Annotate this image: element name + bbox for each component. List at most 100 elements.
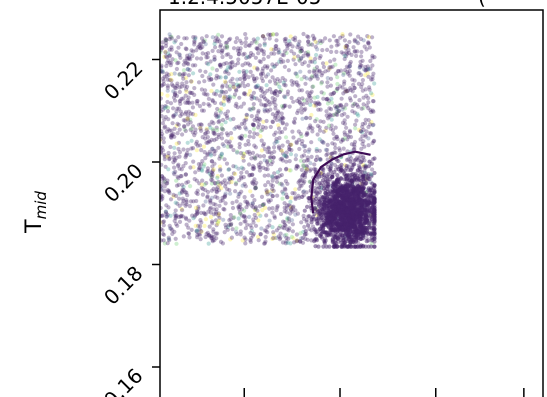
scatter-point: [283, 179, 288, 184]
scatter-point: [262, 41, 267, 46]
scatter-point: [224, 40, 230, 45]
scatter-point: [209, 88, 214, 93]
scatter-point: [160, 219, 166, 225]
scatter-point: [305, 237, 310, 242]
scatter-point: [259, 72, 264, 77]
scatter-point: [329, 44, 334, 49]
scatter-point: [190, 213, 195, 218]
scatter-point: [253, 186, 258, 191]
scatter-point: [308, 77, 313, 82]
scatter-point: [258, 134, 263, 139]
scatter-point: [254, 84, 259, 89]
scatter-point: [317, 181, 322, 186]
scatter-point: [294, 71, 299, 76]
scatter-point: [369, 173, 374, 178]
scatter-point: [361, 38, 366, 43]
scatter-point: [204, 231, 209, 237]
scatter-point: [334, 49, 339, 55]
scatter-point: [196, 80, 202, 85]
scatter-point: [225, 115, 230, 120]
scatter-point: [329, 100, 334, 105]
scatter-point: [252, 198, 257, 203]
scatter-point: [170, 121, 175, 126]
scatter-point: [335, 81, 340, 87]
scatter-point: [264, 83, 269, 88]
scatter-point: [220, 48, 225, 53]
scatter-point: [273, 106, 278, 111]
scatter-point: [333, 104, 338, 109]
scatter-point: [264, 108, 269, 113]
scatter-point: [305, 130, 310, 135]
scatter-point: [338, 84, 343, 89]
scatter-point: [308, 42, 313, 47]
scatter-point: [287, 168, 292, 173]
scatter-point: [313, 39, 318, 44]
scatter-point: [280, 196, 285, 201]
scatter-point: [313, 44, 318, 49]
scatter-point: [166, 58, 171, 63]
scatter-point: [293, 71, 298, 76]
scatter-point: [163, 37, 168, 42]
scatter-point: [334, 134, 339, 140]
scatter-point: [178, 98, 183, 103]
scatter-point: [172, 40, 177, 45]
scatter-point: [184, 47, 189, 52]
scatter-point: [217, 215, 222, 220]
scatter-point: [251, 37, 256, 42]
scatter-point: [208, 200, 213, 205]
scatter-point: [233, 103, 238, 108]
scatter-point: [190, 124, 196, 129]
scatter-point: [284, 159, 289, 164]
scatter-point: [339, 139, 344, 144]
scatter-point: [335, 68, 341, 74]
scatter-point: [200, 192, 205, 197]
scatter-point: [174, 109, 179, 114]
scatter-point: [207, 149, 212, 154]
scatter-point: [339, 221, 344, 226]
scatter-point: [327, 167, 332, 172]
scatter-point: [317, 185, 322, 190]
scatter-point: [335, 105, 340, 110]
scatter-point: [321, 91, 326, 96]
scatter-point: [172, 165, 177, 170]
scatter-point: [218, 75, 223, 80]
scatter-point: [242, 77, 247, 82]
scatter-point: [180, 189, 185, 194]
scatter-point: [306, 149, 311, 154]
scatter-point: [160, 114, 164, 119]
scatter-point: [276, 123, 281, 128]
scatter-point: [219, 131, 224, 136]
scatter-point: [258, 213, 263, 218]
scatter-point: [219, 101, 224, 106]
scatter-point: [326, 172, 331, 177]
scatter-point: [227, 94, 232, 99]
scatter-point: [262, 91, 267, 96]
scatter-point: [277, 130, 283, 135]
scatter-point: [270, 112, 275, 117]
scatter-point: [352, 110, 357, 115]
scatter-point: [348, 168, 353, 173]
scatter-point: [369, 161, 374, 166]
scatter-point: [296, 83, 301, 88]
scatter-point: [167, 128, 172, 133]
scatter-point: [372, 244, 377, 249]
scatter-point: [219, 152, 224, 157]
scatter-point: [282, 233, 287, 238]
scatter-point: [349, 192, 354, 198]
scatter-point: [279, 104, 285, 109]
scatter-point: [337, 225, 342, 230]
scatter-point: [319, 90, 324, 95]
scatter-point: [200, 73, 205, 79]
scatter-point: [357, 98, 362, 103]
scatter-point: [160, 69, 165, 74]
scatter-point: [274, 228, 279, 233]
scatter-point: [342, 132, 347, 137]
scatter-point: [368, 108, 373, 113]
scatter-point: [161, 223, 166, 228]
scatter-point: [254, 46, 259, 51]
scatter-point: [245, 150, 250, 155]
scatter-point: [260, 78, 265, 84]
scatter-point: [312, 100, 318, 105]
scatter-point: [293, 153, 299, 158]
scatter-point: [172, 151, 177, 156]
